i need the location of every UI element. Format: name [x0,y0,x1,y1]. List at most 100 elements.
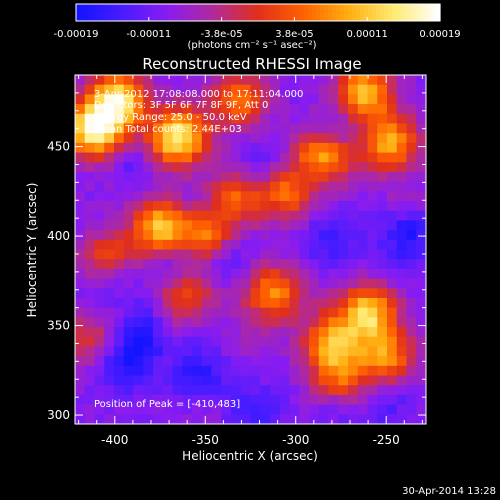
image-pixel [123,113,134,124]
image-pixel [114,84,125,95]
colorbar-segment [428,4,433,21]
image-pixel [270,181,281,192]
image-pixel [240,201,251,212]
y-tick-label: 300 [47,408,70,422]
image-pixel [396,133,407,144]
image-pixel [133,346,144,357]
image-pixel [328,220,339,231]
image-pixel [416,356,427,367]
image-pixel [250,259,261,270]
image-pixel [299,142,310,154]
image-pixel [260,201,271,212]
image-pixel [172,394,183,406]
image-pixel [318,394,329,406]
image-pixel [309,249,320,260]
image-pixel [328,268,339,280]
image-pixel [289,162,300,173]
image-pixel [318,181,329,192]
image-pixel [75,210,86,221]
image-pixel [162,171,173,183]
image-pixel [162,346,173,357]
image-pixel [201,113,212,124]
image-pixel [416,317,427,328]
image-pixel [270,317,281,328]
image-pixel [240,307,251,318]
colorbar-segment [108,4,113,21]
image-pixel [289,297,300,309]
image-pixel [123,346,134,357]
image-pixel [84,162,95,173]
colorbar-segment [356,4,361,21]
image-pixel [231,336,242,347]
image-pixel [270,171,281,183]
image-pixel [279,394,290,406]
image-pixel [289,142,300,154]
image-pixel [260,191,271,202]
image-pixel [289,327,300,338]
image-pixel [357,113,368,124]
image-pixel [309,171,320,183]
colorbar-segment [284,4,289,21]
image-pixel [260,75,271,86]
image-pixel [94,152,105,163]
image-pixel [182,191,193,202]
image-pixel [270,356,281,367]
colorbar-segment [344,4,349,21]
image-pixel [289,346,300,357]
image-pixel [396,94,407,105]
image-pixel [279,94,290,105]
image-pixel [240,414,251,425]
image-pixel [172,94,183,105]
image-pixel [153,220,164,231]
image-pixel [162,104,173,115]
image-pixel [192,142,203,154]
image-pixel [240,162,251,173]
image-pixel [406,268,417,280]
image-pixel [270,162,281,173]
image-pixel [250,394,261,406]
image-pixel [387,375,398,386]
colorbar-segment [180,4,185,21]
image-pixel [172,230,183,241]
image-pixel [387,297,398,309]
peak-position-label: Position of Peak = [-410,483] [94,399,240,410]
image-pixel [104,191,115,202]
colorbar-segment [128,4,133,21]
image-pixel [211,327,222,338]
image-pixel [162,239,173,250]
image-pixel [104,210,115,221]
image-pixel [357,191,368,202]
image-pixel [318,249,329,260]
image-pixel [250,181,261,192]
image-pixel [357,365,368,377]
image-pixel [289,123,300,134]
image-pixel [211,142,222,154]
chart-title: Reconstructed RHESSI Image [142,55,361,73]
image-pixel [211,220,222,231]
image-pixel [75,230,86,241]
image-pixel [84,394,95,406]
image-pixel [309,336,320,347]
colorbar-tick-label: -3.8e-05 [201,29,243,40]
image-pixel [318,288,329,299]
image-pixel [221,113,232,124]
image-pixel [104,297,115,309]
y-axis-label: Heliocentric Y (arcsec) [25,183,39,318]
colorbar-segment [392,4,397,21]
image-pixel [94,75,105,86]
image-pixel [153,327,164,338]
image-pixel [114,297,125,309]
image-pixel [94,327,105,338]
colorbar-segment [228,4,233,21]
image-pixel [367,104,378,115]
image-pixel [299,327,310,338]
image-pixel [299,249,310,260]
image-pixel [114,191,125,202]
image-pixel [367,365,378,377]
image-pixel [94,210,105,221]
image-pixel [172,210,183,221]
image-pixel [84,201,95,212]
image-pixel [172,152,183,163]
image-pixel [172,327,183,338]
image-pixel [172,123,183,134]
